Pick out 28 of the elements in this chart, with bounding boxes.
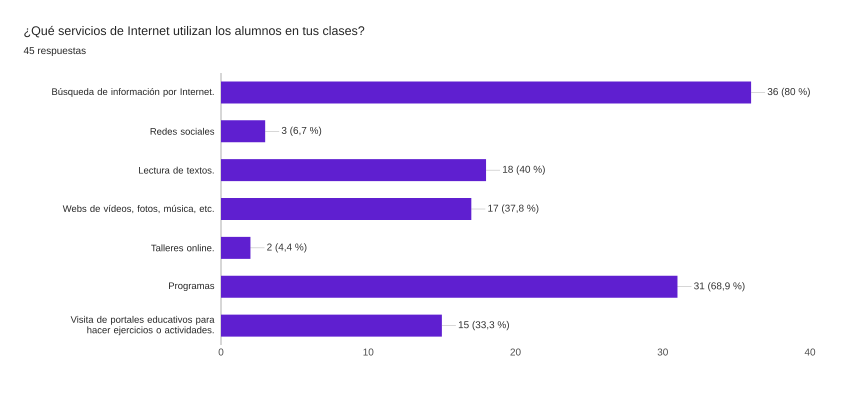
data-label: 17 (37,8 %) — [488, 204, 538, 214]
bar — [221, 81, 752, 104]
y-tick-label: Lectura de textos. — [139, 166, 214, 174]
y-tick-label: Visita de portales educativos para hacer ejercicios o actividades. — [70, 316, 215, 336]
y-tick-label: Talleres online. — [151, 244, 214, 252]
y-tick-label: Búsqueda de información por Internet. — [52, 88, 214, 97]
data-label: 3 (6,7 %) — [282, 126, 322, 136]
x-tick-label: 30 — [658, 348, 668, 356]
bar — [221, 198, 472, 220]
bar — [221, 159, 486, 182]
chart-title: ¿Qué servicios de Internet utilizan los alumnos en tus clases? — [24, 26, 364, 38]
bar — [221, 276, 678, 298]
x-tick-label: 40 — [804, 348, 816, 356]
data-label: 15 (33,3 %) — [458, 320, 509, 330]
y-tick-label: Webs de vídeos, fotos, música, etc. — [62, 204, 214, 214]
y-tick-label: Programas — [169, 282, 214, 291]
text: 45 respuestas — [24, 47, 86, 56]
data-label: 31 (68,9 %) — [694, 282, 745, 292]
bar — [221, 236, 250, 259]
bar — [221, 120, 266, 142]
x-tick-label: 10 — [363, 348, 374, 356]
data-label: 18 (40 %) — [503, 166, 545, 175]
x-tick-label: 20 — [510, 348, 521, 356]
y-tick-label: Redes sociales — [150, 128, 214, 135]
x-tick-label: 0 — [218, 348, 224, 356]
bar — [221, 314, 442, 337]
data-label: 36 (80 %) — [768, 88, 810, 98]
data-label: 2 (4,4 %) — [267, 243, 306, 253]
